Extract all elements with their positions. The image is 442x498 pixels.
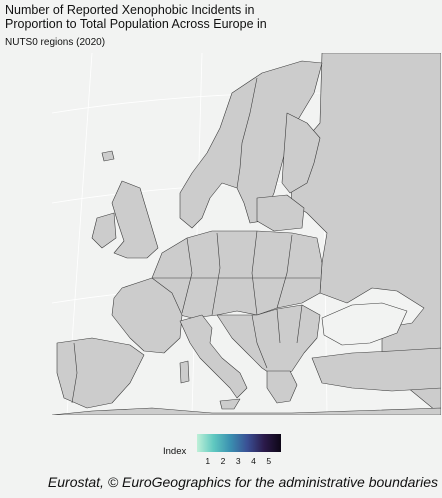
region-north-africa: [52, 407, 441, 415]
region-balkan-borders: [251, 304, 303, 369]
region-sicily: [219, 398, 241, 410]
region-baltics: [256, 194, 305, 232]
legend-colorbar: [197, 434, 281, 452]
region-iberia: [56, 337, 145, 409]
legend-title: Index: [163, 446, 187, 457]
legend-tick-label: 5: [266, 456, 272, 466]
region-faroe: [101, 150, 115, 162]
black-sea: [321, 302, 408, 346]
region-ireland: [91, 212, 117, 249]
region-italy: [179, 314, 248, 399]
legend-tick-label: 3: [235, 456, 241, 466]
map-subtitle: NUTS0 regions (2020): [5, 37, 106, 48]
region-greece: [266, 370, 298, 404]
region-uk: [111, 180, 159, 259]
region-france: [111, 277, 183, 354]
region-norway-sweden-border: [236, 77, 258, 189]
legend-tick-label: 2: [220, 456, 226, 466]
region-turkey: [311, 347, 441, 392]
legend-gradient: [197, 434, 281, 452]
legend-tick-label: 4: [251, 456, 256, 466]
region-sardinia: [179, 360, 190, 384]
source-caption: Eurostat, © EuroGeographics for the admi…: [47, 474, 438, 490]
region-country-borders: [152, 230, 320, 316]
region-spain-portugal-border: [71, 342, 78, 404]
legend-tick-label: 1: [205, 456, 211, 466]
map-title: Number of Reported Xenophobic Incidents …: [5, 3, 267, 31]
europe-map: [52, 53, 441, 415]
region-finland: [281, 112, 321, 194]
region-scandinavia: [179, 60, 323, 229]
